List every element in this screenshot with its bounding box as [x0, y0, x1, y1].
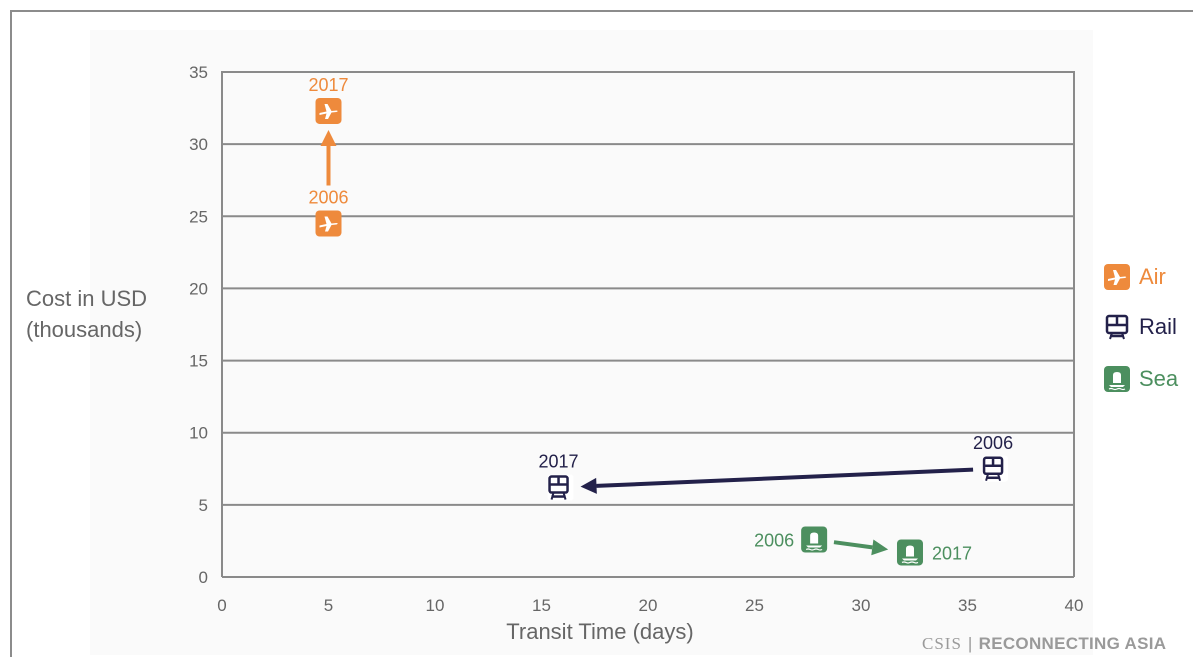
arrowhead-air	[320, 129, 337, 146]
legend-item-rail: Rail	[1104, 312, 1177, 342]
ship-icon-marker-2006	[801, 526, 828, 553]
point-labels: 2006 2017 2006 2017 2006 2017	[308, 75, 1013, 564]
airplane-icon	[1104, 264, 1130, 290]
y-tick-label: 30	[189, 135, 208, 154]
y-tick-label: 25	[189, 207, 208, 226]
x-tick-label: 40	[1065, 596, 1084, 615]
credit-org: CSIS	[922, 634, 962, 653]
point-label-sea-2017: 2017	[932, 543, 972, 563]
legend-label-sea: Sea	[1139, 366, 1179, 391]
airplane-icon-marker-2006	[315, 210, 342, 237]
data-markers	[315, 97, 1009, 566]
x-tick-label: 15	[532, 596, 551, 615]
arrow-sea	[833, 540, 873, 550]
source-credit: CSIS | RECONNECTING ASIA	[922, 634, 1166, 654]
legend-label-rail: Rail	[1139, 314, 1177, 339]
trend-arrows	[320, 129, 974, 556]
train-icon	[1105, 314, 1129, 340]
y-tick-label: 5	[199, 496, 208, 515]
credit-separator: |	[967, 634, 973, 653]
legend-item-air: Air	[1104, 262, 1166, 292]
tick-labels: 0 5 10 15 20 25 30 35 0 5 10 15 20 25 30 35 40	[189, 63, 1083, 615]
gridlines	[222, 71, 1074, 578]
y-tick-label: 35	[189, 63, 208, 82]
train-icon-marker-2006	[982, 455, 1009, 482]
x-tick-label: 20	[639, 596, 658, 615]
airplane-icon-marker-2017	[315, 97, 342, 124]
x-tick-label: 5	[324, 596, 333, 615]
legend-item-sea: Sea	[1104, 364, 1178, 394]
x-tick-label: 25	[745, 596, 764, 615]
ship-icon	[1104, 366, 1130, 392]
x-tick-label: 0	[217, 596, 226, 615]
ship-icon-marker-2017	[896, 539, 923, 566]
arrowhead-rail	[580, 477, 597, 494]
credit-brand: RECONNECTING ASIA	[978, 634, 1167, 653]
point-label-air-2017: 2017	[308, 75, 348, 95]
x-tick-label: 30	[852, 596, 871, 615]
arrow-rail	[596, 467, 974, 488]
y-tick-label: 10	[189, 424, 208, 443]
axes	[221, 71, 1075, 577]
x-axis-label: Transit Time (days)	[506, 619, 694, 644]
point-label-sea-2006: 2006	[754, 530, 794, 550]
plot-background	[90, 30, 1093, 655]
y-axis-label: Cost in USD (thousands)	[26, 283, 176, 345]
y-axis-label-line-1: Cost in USD	[26, 286, 148, 311]
x-tick-label: 10	[426, 596, 445, 615]
y-tick-label: 0	[199, 568, 208, 587]
arrowhead-sea	[871, 539, 889, 556]
x-tick-label: 35	[958, 596, 977, 615]
y-tick-label: 15	[189, 352, 208, 371]
point-label-air-2006: 2006	[308, 188, 348, 208]
y-tick-label: 20	[189, 279, 208, 298]
legend-label-air: Air	[1139, 264, 1166, 289]
y-axis-label-line-2: (thousands)	[26, 317, 143, 342]
point-label-rail-2017: 2017	[539, 452, 579, 472]
point-label-rail-2006: 2006	[973, 433, 1013, 453]
train-icon-marker-2017	[547, 474, 574, 501]
